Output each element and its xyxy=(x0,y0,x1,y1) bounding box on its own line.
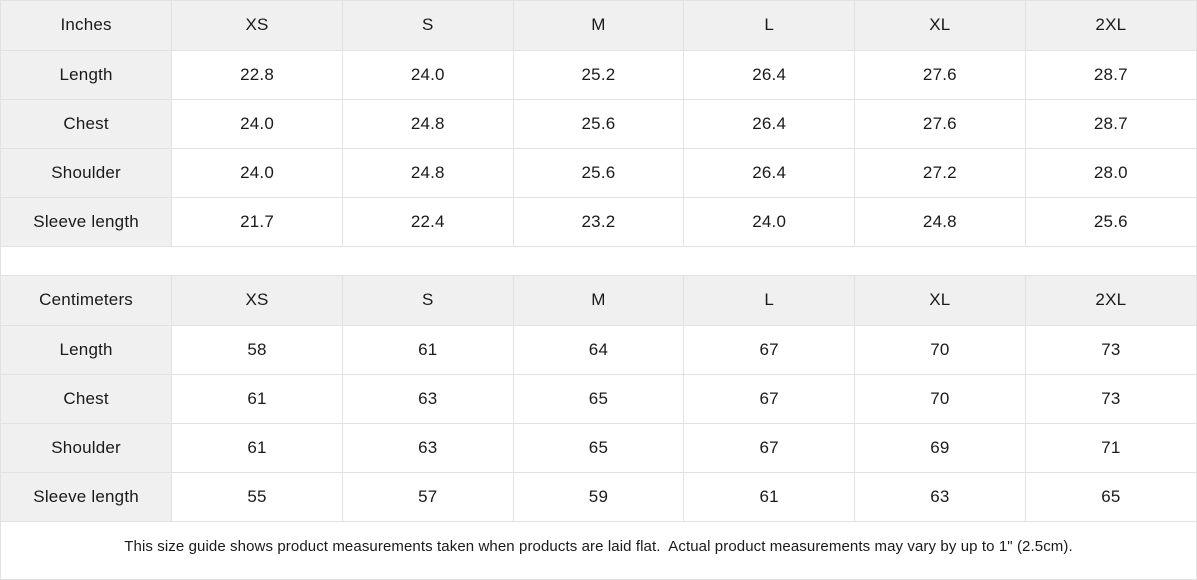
size-header-cell: 2XL xyxy=(1024,1,1196,51)
measurement-value-cell: 71 xyxy=(1024,422,1196,473)
table-spacer xyxy=(1,246,1196,276)
measurement-label-cell: Sleeve length xyxy=(1,471,173,521)
measurement-value-cell: 24.0 xyxy=(171,98,343,149)
size-header-cell: M xyxy=(512,276,685,326)
measurement-value-cell: 25.6 xyxy=(512,98,685,149)
measurement-value-cell: 28.7 xyxy=(1024,49,1196,100)
measurement-value-cell: 61 xyxy=(171,373,343,424)
measurement-value-cell: 24.0 xyxy=(683,196,856,246)
header-row: Centimeters XS S M L XL 2XL xyxy=(1,276,1196,326)
measurement-value-cell: 55 xyxy=(171,471,343,521)
table-row: Length 22.8 24.0 25.2 26.4 27.6 28.7 xyxy=(1,49,1196,100)
table-row: Chest 24.0 24.8 25.6 26.4 27.6 28.7 xyxy=(1,98,1196,149)
size-header-cell: M xyxy=(512,1,685,51)
measurement-label-cell: Length xyxy=(1,49,173,100)
measurement-value-cell: 61 xyxy=(171,422,343,473)
unit-header-cell: Centimeters xyxy=(1,276,173,326)
measurement-value-cell: 22.8 xyxy=(171,49,343,100)
size-guide-note: This size guide shows product measuremen… xyxy=(1,521,1196,571)
size-header-cell: S xyxy=(341,276,514,326)
table-row: Shoulder 24.0 24.8 25.6 26.4 27.2 28.0 xyxy=(1,147,1196,198)
measurement-value-cell: 24.0 xyxy=(341,49,514,100)
measurement-value-cell: 28.7 xyxy=(1024,98,1196,149)
size-header-cell: XL xyxy=(854,1,1026,51)
size-header-cell: L xyxy=(683,276,856,326)
measurement-value-cell: 24.8 xyxy=(341,147,514,198)
measurement-value-cell: 27.2 xyxy=(854,147,1026,198)
measurement-value-cell: 63 xyxy=(341,373,514,424)
size-table-centimeters: Centimeters XS S M L XL 2XL Length 58 61 64 67 70 73… xyxy=(1,276,1196,521)
measurement-value-cell: 24.8 xyxy=(854,196,1026,246)
measurement-value-cell: 28.0 xyxy=(1024,147,1196,198)
measurement-value-cell: 24.8 xyxy=(341,98,514,149)
unit-header-cell: Inches xyxy=(1,1,173,51)
measurement-value-cell: 67 xyxy=(683,422,856,473)
measurement-value-cell: 67 xyxy=(683,324,856,375)
measurement-value-cell: 26.4 xyxy=(683,49,856,100)
table-row: Length 58 61 64 67 70 73 xyxy=(1,324,1196,375)
measurement-value-cell: 26.4 xyxy=(683,147,856,198)
measurement-value-cell: 67 xyxy=(683,373,856,424)
measurement-value-cell: 69 xyxy=(854,422,1026,473)
size-table-inches: Inches XS S M L XL 2XL Length 22.8 24.0 25.2 26.4 2… xyxy=(1,1,1196,246)
table-row: Shoulder 61 63 65 67 69 71 xyxy=(1,422,1196,473)
header-row: Inches XS S M L XL 2XL xyxy=(1,1,1196,51)
measurement-value-cell: 58 xyxy=(171,324,343,375)
size-header-cell: XS xyxy=(171,1,343,51)
size-header-cell: XL xyxy=(854,276,1026,326)
measurement-value-cell: 65 xyxy=(1024,471,1196,521)
size-table-centimeters-body: Length 58 61 64 67 70 73 Chest 61 63 65 67 70 73 Shoul… xyxy=(1,324,1196,521)
measurement-label-cell: Chest xyxy=(1,373,173,424)
measurement-value-cell: 57 xyxy=(341,471,514,521)
size-table-centimeters-head: Centimeters XS S M L XL 2XL xyxy=(1,276,1196,326)
measurement-value-cell: 63 xyxy=(341,422,514,473)
size-table-inches-head: Inches XS S M L XL 2XL xyxy=(1,1,1196,51)
size-header-cell: L xyxy=(683,1,856,51)
measurement-value-cell: 65 xyxy=(512,373,685,424)
measurement-value-cell: 73 xyxy=(1024,373,1196,424)
size-header-cell: S xyxy=(341,1,514,51)
measurement-value-cell: 25.6 xyxy=(1024,196,1196,246)
measurement-value-cell: 25.6 xyxy=(512,147,685,198)
measurement-value-cell: 26.4 xyxy=(683,98,856,149)
measurement-value-cell: 27.6 xyxy=(854,98,1026,149)
measurement-label-cell: Shoulder xyxy=(1,147,173,198)
measurement-label-cell: Chest xyxy=(1,98,173,149)
size-header-cell: 2XL xyxy=(1024,276,1196,326)
size-table-inches-body: Length 22.8 24.0 25.2 26.4 27.6 28.7 Chest 24.0 2… xyxy=(1,49,1196,246)
measurement-value-cell: 24.0 xyxy=(171,147,343,198)
measurement-value-cell: 25.2 xyxy=(512,49,685,100)
measurement-value-cell: 64 xyxy=(512,324,685,375)
measurement-value-cell: 23.2 xyxy=(512,196,685,246)
measurement-value-cell: 61 xyxy=(683,471,856,521)
table-row: Chest 61 63 65 67 70 73 xyxy=(1,373,1196,424)
table-row: Sleeve length 55 57 59 61 63 65 xyxy=(1,471,1196,521)
measurement-value-cell: 61 xyxy=(341,324,514,375)
measurement-value-cell: 59 xyxy=(512,471,685,521)
measurement-value-cell: 70 xyxy=(854,373,1026,424)
size-header-cell: XS xyxy=(171,276,343,326)
measurement-value-cell: 65 xyxy=(512,422,685,473)
measurement-value-cell: 73 xyxy=(1024,324,1196,375)
measurement-value-cell: 70 xyxy=(854,324,1026,375)
measurement-label-cell: Length xyxy=(1,324,173,375)
measurement-label-cell: Shoulder xyxy=(1,422,173,473)
measurement-value-cell: 21.7 xyxy=(171,196,343,246)
measurement-label-cell: Sleeve length xyxy=(1,196,173,246)
table-row: Sleeve length 21.7 22.4 23.2 24.0 24.8 25.6 xyxy=(1,196,1196,246)
measurement-value-cell: 63 xyxy=(854,471,1026,521)
measurement-value-cell: 27.6 xyxy=(854,49,1026,100)
measurement-value-cell: 22.4 xyxy=(341,196,514,246)
